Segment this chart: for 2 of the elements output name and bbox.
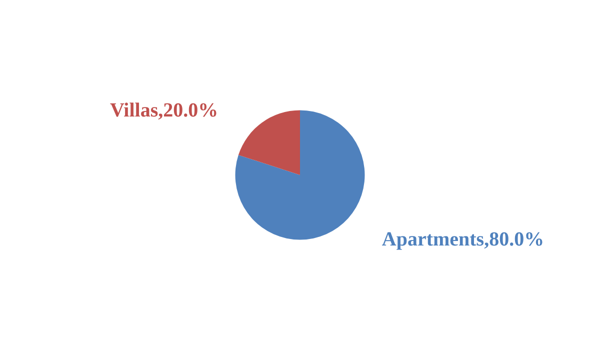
- slice-label: Villas,20.0%: [110, 99, 218, 122]
- slice-label: Apartments,80.0%: [382, 228, 544, 251]
